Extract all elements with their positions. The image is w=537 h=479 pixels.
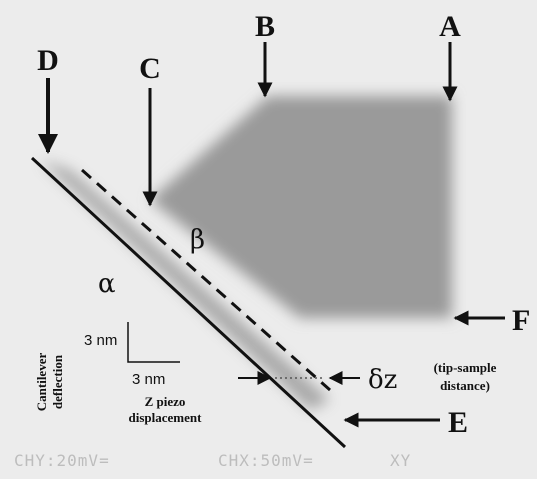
label-delta-z: δz (368, 365, 397, 395)
contact-band (40, 160, 330, 410)
x-axis-label: displacement (129, 410, 203, 425)
label-beta: β (190, 225, 205, 255)
label-e: E (448, 406, 468, 439)
x-axis-label: Z piezo (145, 394, 186, 409)
shaded-region (150, 96, 452, 318)
label-f: F (512, 304, 530, 337)
label-d: D (37, 44, 59, 77)
scale-horizontal: 3 nm (132, 371, 165, 388)
dashed-line (81, 168, 331, 392)
y-axis-label: deflection (50, 354, 65, 409)
scope-channel-y: CHY:20mV= (14, 451, 110, 470)
scope-channel-x: CHX:50mV= (218, 451, 314, 470)
label-alpha: α (98, 269, 116, 299)
scope-mode: XY (390, 451, 411, 470)
label-b: B (255, 10, 275, 43)
tip-sample-line: (tip-sample (434, 360, 497, 375)
label-c: C (139, 52, 161, 85)
label-a: A (439, 10, 461, 43)
y-axis-label: Cantilever (34, 353, 49, 412)
scale-bar (127, 322, 180, 363)
tip-sample-line: distance) (440, 378, 490, 393)
scale-vertical: 3 nm (84, 332, 117, 349)
solid-line (30, 156, 347, 449)
